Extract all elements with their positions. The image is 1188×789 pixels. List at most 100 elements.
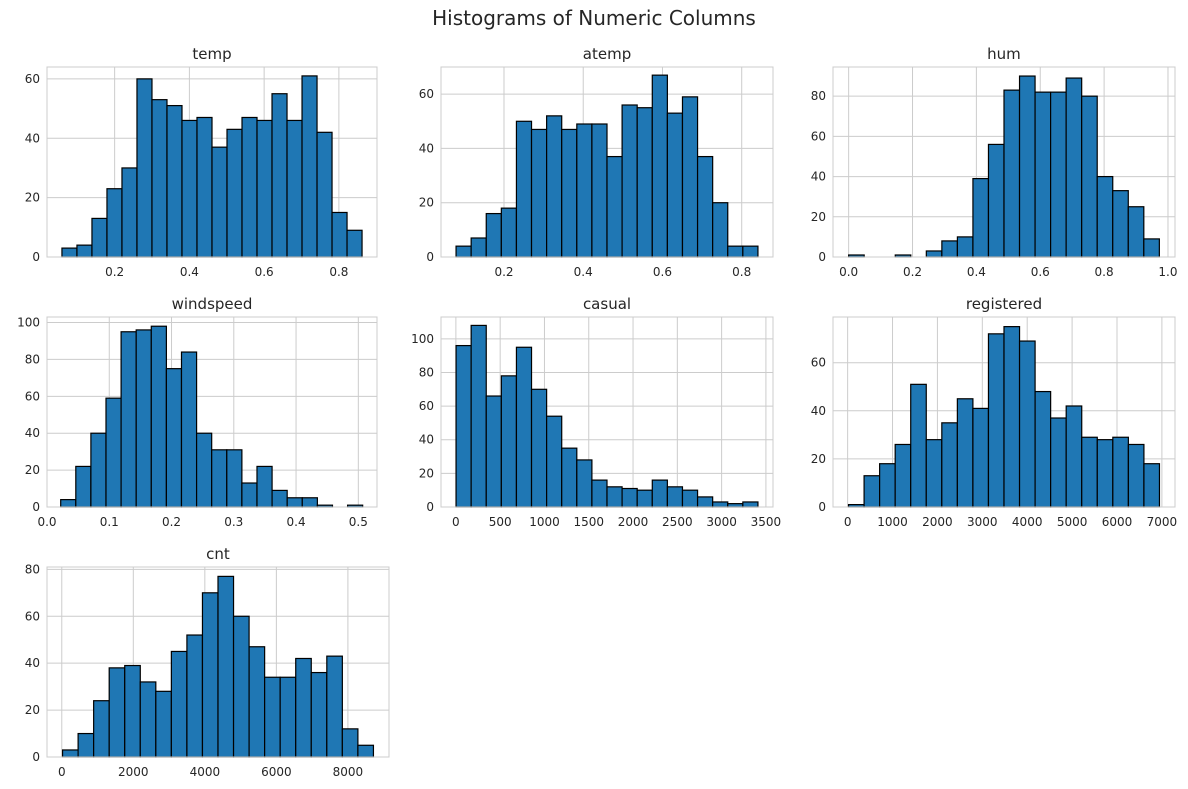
- histogram-bar: [60, 499, 77, 508]
- y-tick-label: 80: [25, 562, 40, 576]
- histogram-bar: [105, 397, 122, 508]
- histogram-bar: [135, 329, 152, 508]
- x-tick-label: 1000: [529, 515, 560, 529]
- y-tick-label: 0: [426, 250, 434, 264]
- subplot-windspeed: 0.0 0.1 0.2 0.3 0.4 0.5 0 20 40 60 80 100 windspeed: [17, 295, 378, 529]
- histogram-bar: [61, 749, 79, 758]
- histogram-bar: [1112, 190, 1129, 258]
- histogram-bar: [712, 501, 729, 508]
- histogram-bar: [910, 383, 927, 508]
- y-tick-label: 0: [818, 500, 826, 514]
- x-tick-label: 1.0: [1158, 265, 1177, 279]
- x-tick-label: 3000: [967, 515, 998, 529]
- histogram-bar: [150, 325, 167, 508]
- histogram-bar: [1127, 443, 1145, 508]
- axes-frame: [46, 316, 378, 508]
- histogram-bar: [546, 415, 563, 508]
- y-tick-label: 0: [32, 750, 40, 764]
- histogram-bar: [124, 664, 141, 758]
- x-tick-label: 0.4: [287, 515, 306, 529]
- subplot-atemp: 0.2 0.4 0.6 0.8 0 20 40 60 atemp: [419, 45, 774, 279]
- histogram-bar: [636, 107, 653, 258]
- histogram-bar: [211, 449, 228, 508]
- y-tick-label: 60: [25, 389, 40, 403]
- x-tick-label: 1500: [573, 515, 604, 529]
- histogram-bar: [165, 368, 183, 508]
- axes-frame: [440, 316, 774, 508]
- histogram-bar: [530, 128, 548, 258]
- histogram-bar: [515, 120, 533, 258]
- histogram-bar: [742, 501, 759, 508]
- histogram-bar: [1034, 390, 1052, 508]
- x-tick-label: 0.1: [100, 515, 119, 529]
- histogram-bar: [1050, 417, 1067, 508]
- histogram-bar: [621, 487, 638, 508]
- histogram-bar: [485, 395, 502, 508]
- histogram-bar: [93, 700, 110, 758]
- histogram-bar: [500, 207, 518, 258]
- histogram-bar: [987, 333, 1005, 508]
- histogram-bar: [211, 146, 228, 258]
- histogram-bar: [180, 351, 198, 508]
- x-tick-label: 0.0: [37, 515, 56, 529]
- subplot-title: windspeed: [172, 295, 253, 313]
- subplot-temp: 0.2 0.4 0.6 0.8 0 20 40 60 temp: [25, 45, 378, 279]
- figure-title: Histograms of Numeric Columns: [432, 6, 756, 30]
- histogram-bar: [181, 119, 198, 258]
- histogram-bar: [651, 74, 668, 258]
- histogram-bar: [742, 245, 759, 258]
- x-tick-label: 2500: [662, 515, 693, 529]
- x-tick-label: 0.8: [329, 265, 348, 279]
- x-tick-label: 0.6: [1031, 265, 1050, 279]
- histogram-bar: [591, 479, 608, 508]
- histogram-bar: [972, 177, 990, 258]
- histogram-bar: [120, 331, 137, 508]
- histogram-bar: [1003, 326, 1021, 508]
- x-tick-label: 0.4: [180, 265, 199, 279]
- x-tick-label: 4000: [190, 765, 221, 779]
- histogram-bar: [956, 236, 974, 258]
- x-tick-label: 500: [489, 515, 512, 529]
- histogram-bar: [1112, 436, 1129, 508]
- histogram-bar: [1081, 436, 1098, 508]
- histogram-bar: [186, 634, 204, 758]
- histogram-bar: [941, 422, 958, 508]
- histogram-bar: [1034, 91, 1052, 258]
- histogram-bar: [1018, 340, 1036, 508]
- axes-frame: [46, 66, 378, 258]
- histogram-bar: [561, 447, 578, 508]
- histogram-bar: [248, 646, 266, 758]
- x-tick-label: 0.0: [839, 265, 858, 279]
- histogram-bar: [1096, 439, 1114, 508]
- x-tick-label: 0.2: [494, 265, 513, 279]
- histogram-bar: [530, 388, 548, 508]
- histogram-bar: [75, 465, 92, 508]
- x-tick-label: 2000: [922, 515, 953, 529]
- x-tick-label: 0.4: [574, 265, 593, 279]
- histogram-bar: [941, 240, 958, 258]
- histogram-bar: [651, 479, 668, 508]
- histogram-bar: [170, 650, 188, 758]
- axes-frame: [832, 316, 1176, 508]
- subplot-cnt: 0 2000 4000 6000 8000 0 20 40 60 80 cnt: [25, 545, 390, 779]
- histogram-bar: [226, 128, 243, 258]
- histogram-bar: [241, 482, 258, 508]
- y-tick-label: 20: [419, 466, 434, 480]
- histogram-bar: [76, 244, 93, 258]
- subplot-casual: 0 500 1000 1500 2000 2500 3000 3500 0 20 40 60 80 100…: [411, 295, 781, 529]
- histogram-bar: [972, 407, 990, 508]
- histogram-bar: [286, 119, 303, 258]
- y-tick-label: 60: [811, 356, 826, 370]
- y-tick-label: 60: [25, 72, 40, 86]
- y-tick-label: 80: [811, 89, 826, 103]
- y-tick-label: 20: [811, 452, 826, 466]
- histogram-bar: [561, 128, 578, 258]
- histogram-bar: [108, 667, 126, 758]
- y-tick-label: 40: [811, 404, 826, 418]
- y-tick-label: 40: [811, 170, 826, 184]
- axes-frame: [440, 66, 774, 258]
- histogram-bar: [264, 676, 281, 758]
- x-tick-label: 0: [58, 765, 66, 779]
- histogram-bar: [455, 245, 472, 258]
